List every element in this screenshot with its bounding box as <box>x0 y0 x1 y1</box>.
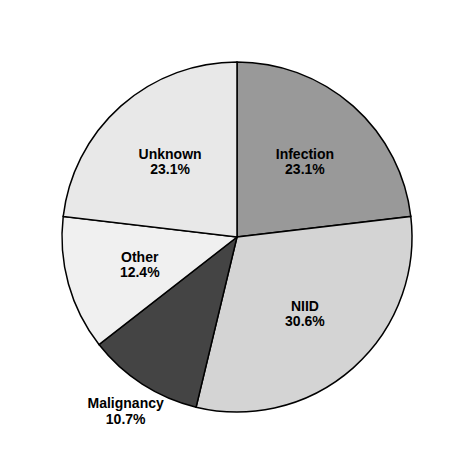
svg-text:Infection23.1%: Infection23.1% <box>276 146 334 177</box>
svg-text:NIID30.6%: NIID30.6% <box>285 298 325 329</box>
svg-text:Malignancy10.7%: Malignancy10.7% <box>88 395 164 426</box>
svg-text:Other12.4%: Other12.4% <box>120 249 160 280</box>
svg-text:Unknown23.1%: Unknown23.1% <box>139 146 202 177</box>
